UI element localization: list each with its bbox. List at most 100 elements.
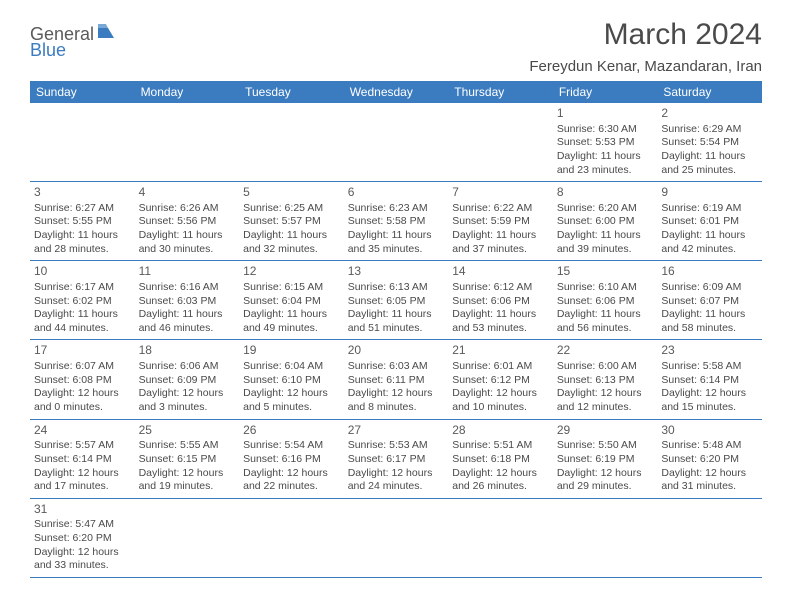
daylight-line: Daylight: 12 hours and 33 minutes. [34,546,131,573]
sunset-line: Sunset: 5:55 PM [34,215,131,229]
day-header: Sunday [30,81,135,103]
calendar-cell: 25Sunrise: 5:55 AMSunset: 6:15 PMDayligh… [135,419,240,498]
calendar-row: 24Sunrise: 5:57 AMSunset: 6:14 PMDayligh… [30,419,762,498]
sunset-line: Sunset: 6:07 PM [661,295,758,309]
daylight-line: Daylight: 11 hours and 46 minutes. [139,308,236,335]
daylight-line: Daylight: 12 hours and 22 minutes. [243,467,340,494]
day-number: 14 [452,264,549,280]
calendar-table: Sunday Monday Tuesday Wednesday Thursday… [30,81,762,578]
calendar-cell [135,498,240,577]
daylight-line: Daylight: 12 hours and 8 minutes. [348,387,445,414]
calendar-cell [239,103,344,182]
sunrise-line: Sunrise: 5:54 AM [243,439,340,453]
calendar-cell: 30Sunrise: 5:48 AMSunset: 6:20 PMDayligh… [657,419,762,498]
sunrise-line: Sunrise: 6:26 AM [139,202,236,216]
sunset-line: Sunset: 6:20 PM [661,453,758,467]
day-number: 30 [661,423,758,439]
sunrise-line: Sunrise: 5:47 AM [34,518,131,532]
sunrise-line: Sunrise: 6:01 AM [452,360,549,374]
calendar-cell: 8Sunrise: 6:20 AMSunset: 6:00 PMDaylight… [553,182,658,261]
calendar-row: 3Sunrise: 6:27 AMSunset: 5:55 PMDaylight… [30,182,762,261]
daylight-line: Daylight: 11 hours and 44 minutes. [34,308,131,335]
sunset-line: Sunset: 6:12 PM [452,374,549,388]
calendar-cell: 13Sunrise: 6:13 AMSunset: 6:05 PMDayligh… [344,261,449,340]
daylight-line: Daylight: 12 hours and 5 minutes. [243,387,340,414]
daylight-line: Daylight: 12 hours and 0 minutes. [34,387,131,414]
calendar-cell: 22Sunrise: 6:00 AMSunset: 6:13 PMDayligh… [553,340,658,419]
sunrise-line: Sunrise: 6:10 AM [557,281,654,295]
daylight-line: Daylight: 12 hours and 10 minutes. [452,387,549,414]
sunset-line: Sunset: 6:01 PM [661,215,758,229]
day-number: 6 [348,185,445,201]
day-number: 12 [243,264,340,280]
sunrise-line: Sunrise: 6:13 AM [348,281,445,295]
calendar-cell: 11Sunrise: 6:16 AMSunset: 6:03 PMDayligh… [135,261,240,340]
sunset-line: Sunset: 5:53 PM [557,136,654,150]
sunset-line: Sunset: 6:11 PM [348,374,445,388]
calendar-cell: 10Sunrise: 6:17 AMSunset: 6:02 PMDayligh… [30,261,135,340]
day-header: Monday [135,81,240,103]
day-number: 2 [661,106,758,122]
calendar-cell: 19Sunrise: 6:04 AMSunset: 6:10 PMDayligh… [239,340,344,419]
day-number: 25 [139,423,236,439]
daylight-line: Daylight: 12 hours and 3 minutes. [139,387,236,414]
calendar-row: 10Sunrise: 6:17 AMSunset: 6:02 PMDayligh… [30,261,762,340]
daylight-line: Daylight: 12 hours and 31 minutes. [661,467,758,494]
sunset-line: Sunset: 6:15 PM [139,453,236,467]
day-header-row: Sunday Monday Tuesday Wednesday Thursday… [30,81,762,103]
calendar-cell: 26Sunrise: 5:54 AMSunset: 6:16 PMDayligh… [239,419,344,498]
calendar-cell [135,103,240,182]
calendar-cell: 17Sunrise: 6:07 AMSunset: 6:08 PMDayligh… [30,340,135,419]
daylight-line: Daylight: 11 hours and 23 minutes. [557,150,654,177]
sunset-line: Sunset: 5:59 PM [452,215,549,229]
day-number: 15 [557,264,654,280]
sunrise-line: Sunrise: 5:58 AM [661,360,758,374]
sunrise-line: Sunrise: 6:15 AM [243,281,340,295]
calendar-row: 17Sunrise: 6:07 AMSunset: 6:08 PMDayligh… [30,340,762,419]
day-header: Tuesday [239,81,344,103]
calendar-cell [448,103,553,182]
day-number: 28 [452,423,549,439]
calendar-cell [344,103,449,182]
sunrise-line: Sunrise: 6:09 AM [661,281,758,295]
calendar-cell: 5Sunrise: 6:25 AMSunset: 5:57 PMDaylight… [239,182,344,261]
daylight-line: Daylight: 11 hours and 51 minutes. [348,308,445,335]
sunset-line: Sunset: 6:00 PM [557,215,654,229]
day-number: 27 [348,423,445,439]
daylight-line: Daylight: 11 hours and 58 minutes. [661,308,758,335]
calendar-cell: 20Sunrise: 6:03 AMSunset: 6:11 PMDayligh… [344,340,449,419]
sunrise-line: Sunrise: 6:04 AM [243,360,340,374]
day-header: Wednesday [344,81,449,103]
sunrise-line: Sunrise: 6:22 AM [452,202,549,216]
day-number: 23 [661,343,758,359]
sunset-line: Sunset: 5:58 PM [348,215,445,229]
day-number: 1 [557,106,654,122]
daylight-line: Daylight: 11 hours and 49 minutes. [243,308,340,335]
calendar-cell: 16Sunrise: 6:09 AMSunset: 6:07 PMDayligh… [657,261,762,340]
sunset-line: Sunset: 6:19 PM [557,453,654,467]
daylight-line: Daylight: 12 hours and 24 minutes. [348,467,445,494]
sunset-line: Sunset: 6:05 PM [348,295,445,309]
calendar-cell: 14Sunrise: 6:12 AMSunset: 6:06 PMDayligh… [448,261,553,340]
month-title: March 2024 [529,18,762,52]
sunrise-line: Sunrise: 6:27 AM [34,202,131,216]
sunrise-line: Sunrise: 5:55 AM [139,439,236,453]
calendar-cell: 4Sunrise: 6:26 AMSunset: 5:56 PMDaylight… [135,182,240,261]
day-number: 9 [661,185,758,201]
calendar-row: 31Sunrise: 5:47 AMSunset: 6:20 PMDayligh… [30,498,762,577]
calendar-cell [30,103,135,182]
calendar-cell [344,498,449,577]
day-number: 4 [139,185,236,201]
sunrise-line: Sunrise: 6:17 AM [34,281,131,295]
sunrise-line: Sunrise: 5:57 AM [34,439,131,453]
sunset-line: Sunset: 6:14 PM [661,374,758,388]
daylight-line: Daylight: 11 hours and 35 minutes. [348,229,445,256]
day-number: 19 [243,343,340,359]
sunset-line: Sunset: 6:04 PM [243,295,340,309]
calendar-cell: 2Sunrise: 6:29 AMSunset: 5:54 PMDaylight… [657,103,762,182]
daylight-line: Daylight: 12 hours and 19 minutes. [139,467,236,494]
sunrise-line: Sunrise: 5:50 AM [557,439,654,453]
sunrise-line: Sunrise: 6:12 AM [452,281,549,295]
sunrise-line: Sunrise: 6:29 AM [661,123,758,137]
sunrise-line: Sunrise: 6:25 AM [243,202,340,216]
